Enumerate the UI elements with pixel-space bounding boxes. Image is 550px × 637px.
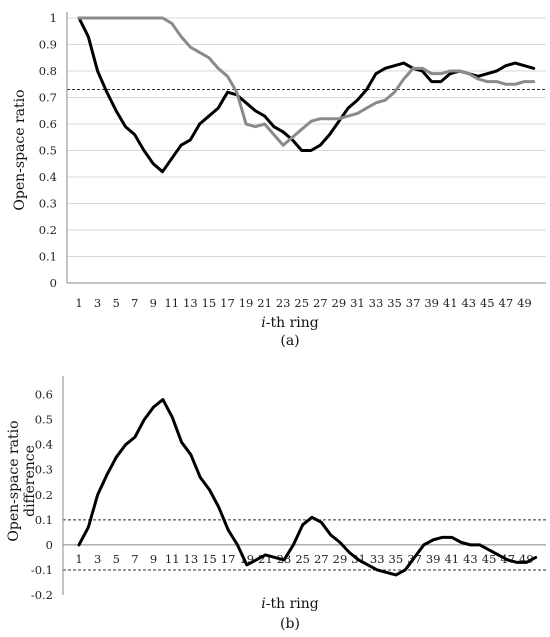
chart-b-x-tick-label: 1 [75, 552, 82, 566]
chart-a-x-tick-label: 49 [517, 296, 532, 310]
chart-b-series [77, 398, 538, 577]
chart-b-x-tick-label: 5 [113, 552, 120, 566]
chart-a-x-tick-label: 47 [499, 296, 514, 310]
chart-b-y-tick-label: -0.1 [31, 563, 53, 577]
chart-b-y-tick-label: 0.2 [35, 488, 53, 502]
chart-b-series-line-1 [77, 398, 538, 577]
chart-a-x-axis-label: i-th ring [261, 315, 318, 331]
chart-b-y-tick-label: 0.5 [35, 413, 53, 427]
chart-b-panel-label: (b) [280, 616, 300, 632]
chart-b-y-tick-label: 0.6 [35, 388, 53, 402]
chart-a: 00.10.20.30.40.50.60.70.80.91 1 3 5 7 9 11 13 1… [12, 11, 546, 349]
chart-b-x-tick-label: 41 [444, 552, 459, 566]
chart-a-y-axis-label: Open-space ratio [12, 89, 28, 210]
chart-a-x-tick-label: 17 [220, 296, 235, 310]
chart-a-x-tick-labels: 1 3 5 7 9 11 13 15 17 19 21 23 25 27 29 31 33 35 37 39 41 43 4… [75, 296, 531, 310]
chart-a-x-tick-label: 7 [131, 296, 138, 310]
chart-a-y-tick-label: 0.6 [39, 117, 57, 131]
chart-b-x-axis-label-rest: -th ring [266, 596, 319, 612]
chart-b-x-tick-label: 35 [389, 552, 404, 566]
chart-b-y-axis-label-line1: Open-space ratio [6, 420, 22, 541]
chart-b-x-tick-label: 13 [184, 552, 199, 566]
chart-a-y-tick-label: 0 [50, 276, 57, 290]
chart-b-x-tick-label: 45 [482, 552, 497, 566]
chart-a-y-tick-label: 0.5 [39, 144, 57, 158]
chart-b-y-tick-labels: -0.2 -0.1 0 0.1 0.2 0.3 0.4 0.5 0.6 [31, 388, 53, 602]
chart-b-x-tick-label: 27 [314, 552, 329, 566]
chart-b-x-tick-label: 33 [370, 552, 385, 566]
chart-b-y-tick-label: 0 [46, 538, 53, 552]
chart-a-x-tick-label: 3 [94, 296, 101, 310]
chart-a-x-tick-label: 39 [424, 296, 439, 310]
chart-b-y-axis-label-line2: difference [22, 445, 38, 517]
chart-b: -0.2-0.100.10.20.30.40.50.6 1 3 5 7 9 11 13 15 1… [6, 376, 546, 632]
chart-b-y-tick-label: 0.3 [35, 463, 53, 477]
chart-a-y-tick-label: 0.3 [39, 197, 57, 211]
chart-a-y-tick-label: 0.4 [39, 170, 57, 184]
chart-b-x-tick-label: 43 [463, 552, 478, 566]
chart-b-x-tick-label: 29 [333, 552, 348, 566]
chart-a-gridlines [67, 17, 546, 257]
chart-a-x-axis-label-rest: -th ring [266, 315, 319, 331]
chart-a-x-axis-label-italic: i [261, 315, 265, 331]
chart-a-x-tick-label: 41 [443, 296, 458, 310]
chart-a-series [77, 16, 536, 174]
chart-a-x-tick-label: 9 [150, 296, 157, 310]
chart-b-x-tick-label: 7 [131, 552, 138, 566]
chart-b-reference-lines [63, 519, 546, 571]
chart-b-y-tick-label: 0.4 [35, 438, 53, 452]
chart-a-series-line-2 [77, 16, 536, 147]
chart-a-x-tick-label: 15 [202, 296, 217, 310]
chart-a-y-tick-label: 0.1 [39, 250, 57, 264]
chart-b-x-tick-labels: 1 3 5 7 9 11 13 15 17 19 21 23 25 27 29 31 33 35 37 39 41 43 4… [75, 552, 533, 566]
chart-a-y-tick-label: 0.7 [39, 91, 57, 105]
chart-a-x-tick-label: 31 [350, 296, 365, 310]
chart-a-x-tick-label: 27 [313, 296, 328, 310]
chart-a-x-tick-label: 35 [387, 296, 402, 310]
chart-b-x-tick-label: 9 [150, 552, 157, 566]
chart-a-x-tick-label: 45 [480, 296, 495, 310]
chart-a-x-tick-label: 13 [183, 296, 198, 310]
chart-b-x-tick-label: 11 [165, 552, 180, 566]
chart-b-y-tick-label: -0.2 [31, 588, 53, 602]
chart-b-x-axis-label: i-th ring [261, 596, 318, 612]
chart-a-x-tick-label: 29 [332, 296, 347, 310]
chart-a-x-tick-label: 33 [369, 296, 384, 310]
chart-a-y-tick-label: 0.2 [39, 223, 57, 237]
chart-a-x-tick-label: 23 [276, 296, 291, 310]
chart-a-x-tick-label: 5 [112, 296, 119, 310]
chart-a-y-tick-label: 1 [50, 11, 57, 25]
chart-a-x-tick-label: 19 [239, 296, 254, 310]
chart-b-x-tick-label: 25 [295, 552, 310, 566]
chart-b-x-tick-label: 15 [202, 552, 217, 566]
chart-a-y-tick-label: 0.9 [39, 38, 57, 52]
chart-a-x-tick-label: 37 [406, 296, 421, 310]
chart-a-y-tick-labels: 0 0.1 0.2 0.3 0.4 0.5 0.6 0.7 0.8 0.9 1 [39, 11, 57, 290]
chart-a-x-tick-label: 25 [294, 296, 309, 310]
chart-b-x-tick-label: 39 [426, 552, 441, 566]
chart-b-x-tick-label: 3 [94, 552, 101, 566]
chart-b-y-tick-label: 0.1 [35, 513, 53, 527]
chart-a-y-tick-label: 0.8 [39, 64, 57, 78]
chart-a-x-tick-label: 21 [257, 296, 272, 310]
chart-a-x-tick-label: 1 [75, 296, 82, 310]
chart-a-x-tick-label: 43 [461, 296, 476, 310]
chart-a-x-tick-label: 11 [164, 296, 179, 310]
chart-b-x-axis-label-italic: i [261, 596, 265, 612]
chart-a-series-line-1 [77, 16, 536, 174]
chart-a-panel-label: (a) [280, 333, 299, 349]
chart-b-x-tick-label: 17 [221, 552, 236, 566]
